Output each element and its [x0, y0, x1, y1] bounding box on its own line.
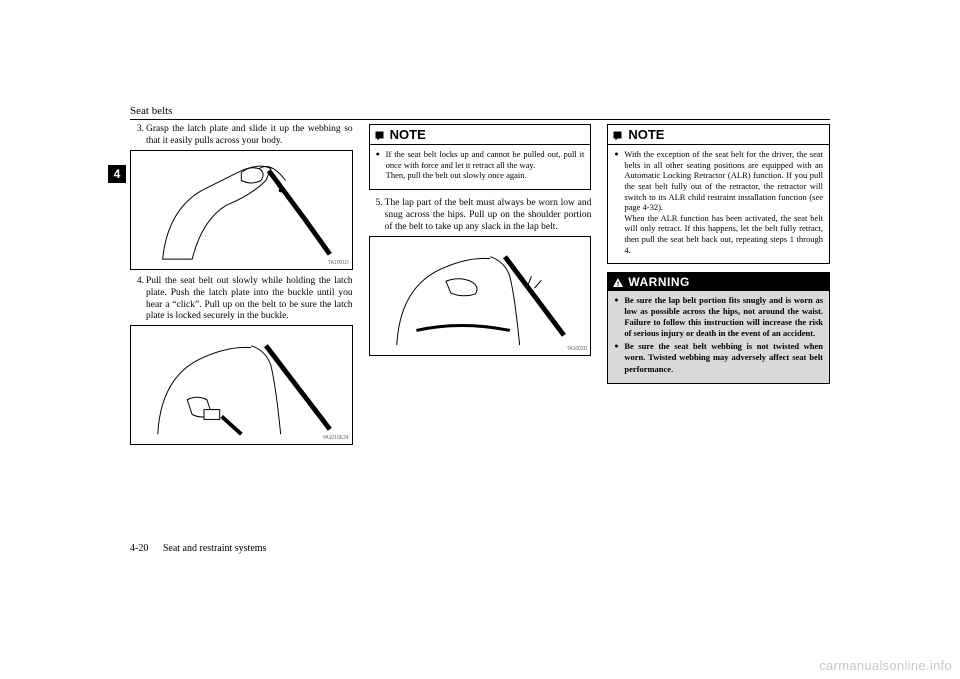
- note-box-1: NOTE If the seat belt locks up and canno…: [369, 124, 592, 190]
- columns: 3. Grasp the latch plate and slide it up…: [130, 124, 830, 451]
- step-number: 4.: [130, 276, 146, 324]
- note-icon: [612, 129, 624, 141]
- note-item-text: With the exception of the seat belt for …: [624, 149, 823, 212]
- note-item-text: Then, pull the belt out slowly once agai…: [386, 170, 527, 180]
- page-footer: 4-20 Seat and restraint systems: [130, 543, 266, 554]
- column-3: NOTE With the exception of the seat belt…: [607, 124, 830, 451]
- step-text: Grasp the latch plate and slide it up th…: [146, 124, 353, 148]
- warning-item: Be sure the lap belt portion fits snugly…: [614, 295, 823, 339]
- page-number: 4-20: [130, 543, 148, 554]
- header-rule: [130, 119, 830, 120]
- note-item-text: When the ALR function has been activated…: [624, 213, 823, 255]
- figure-code: TA1002D: [567, 346, 588, 352]
- warning-header: WARNING: [608, 273, 829, 291]
- note-box-2: NOTE With the exception of the seat belt…: [607, 124, 830, 264]
- step-5: 5. The lap part of the belt must always …: [369, 198, 592, 234]
- figure-code: YA1010E24: [322, 435, 348, 441]
- note-item: With the exception of the seat belt for …: [614, 149, 823, 255]
- column-2: NOTE If the seat belt locks up and canno…: [369, 124, 592, 451]
- warning-box: WARNING Be sure the lap belt portion fit…: [607, 272, 830, 383]
- step-number: 5.: [369, 198, 385, 234]
- section-title: Seat and restraint systems: [163, 543, 267, 554]
- note-header: NOTE: [370, 125, 591, 145]
- step-3: 3. Grasp the latch plate and slide it up…: [130, 124, 353, 148]
- page-header-title: Seat belts: [130, 105, 830, 119]
- note-item: If the seat belt locks up and cannot be …: [376, 149, 585, 181]
- figure-lap-belt: TA1002D: [369, 236, 592, 356]
- column-1: 3. Grasp the latch plate and slide it up…: [130, 124, 353, 451]
- step-number: 3.: [130, 124, 146, 148]
- note-title: NOTE: [628, 127, 664, 142]
- warning-item: Be sure the seat belt webbing is not twi…: [614, 341, 823, 374]
- warning-title: WARNING: [628, 275, 690, 289]
- watermark: carmanualsonline.info: [819, 658, 952, 673]
- note-title: NOTE: [390, 127, 426, 142]
- note-item-text: If the seat belt locks up and cannot be …: [386, 149, 585, 170]
- step-text: Pull the seat belt out slowly while hold…: [146, 276, 353, 324]
- warning-body: Be sure the lap belt portion fits snugly…: [608, 291, 829, 382]
- page-content: Seat belts 3. Grasp the latch plate and …: [130, 105, 830, 451]
- step-text: The lap part of the belt must always be …: [385, 198, 592, 234]
- warning-icon: [612, 276, 624, 288]
- note-body: If the seat belt locks up and cannot be …: [370, 145, 591, 189]
- step-4: 4. Pull the seat belt out slowly while h…: [130, 276, 353, 324]
- figure-code: TA1001D: [328, 260, 349, 266]
- figure-buckle-click: YA1010E24: [130, 325, 353, 445]
- chapter-tab: 4: [108, 165, 126, 183]
- note-icon: [374, 129, 386, 141]
- note-body: With the exception of the seat belt for …: [608, 145, 829, 263]
- note-header: NOTE: [608, 125, 829, 145]
- figure-latch-slide: TA1001D: [130, 150, 353, 270]
